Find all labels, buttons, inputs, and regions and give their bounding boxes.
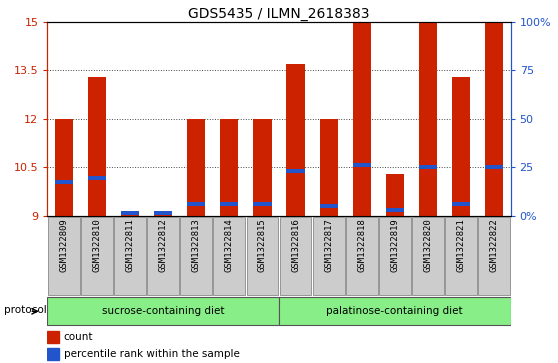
Bar	[485, 22, 503, 216]
Text: GSM1322814: GSM1322814	[225, 219, 234, 272]
FancyBboxPatch shape	[379, 217, 411, 295]
Bar	[353, 22, 371, 216]
Text: GSM1322812: GSM1322812	[158, 219, 168, 272]
FancyBboxPatch shape	[247, 217, 278, 295]
Text: GSM1322819: GSM1322819	[390, 219, 400, 272]
Bar	[386, 208, 404, 212]
Bar	[154, 212, 172, 216]
Bar	[353, 163, 371, 167]
Bar	[187, 202, 205, 205]
Text: percentile rank within the sample: percentile rank within the sample	[64, 349, 239, 359]
Bar	[452, 202, 470, 205]
FancyBboxPatch shape	[478, 217, 510, 295]
FancyBboxPatch shape	[279, 297, 511, 325]
FancyBboxPatch shape	[214, 217, 246, 295]
Text: sucrose-containing diet: sucrose-containing diet	[102, 306, 224, 316]
Bar	[55, 180, 73, 184]
Text: GSM1322818: GSM1322818	[357, 219, 366, 272]
Title: GDS5435 / ILMN_2618383: GDS5435 / ILMN_2618383	[188, 7, 370, 21]
Bar	[286, 170, 305, 173]
Text: GSM1322817: GSM1322817	[324, 219, 333, 272]
Text: GSM1322809: GSM1322809	[60, 219, 69, 272]
Text: GSM1322810: GSM1322810	[93, 219, 102, 272]
Text: GSM1322811: GSM1322811	[126, 219, 134, 272]
FancyBboxPatch shape	[48, 217, 80, 295]
FancyBboxPatch shape	[412, 217, 444, 295]
Bar	[418, 22, 437, 216]
Text: GSM1322816: GSM1322816	[291, 219, 300, 272]
Text: GSM1322815: GSM1322815	[258, 219, 267, 272]
Bar	[88, 77, 106, 216]
Bar	[121, 212, 140, 216]
Bar	[386, 174, 404, 216]
Bar	[320, 204, 338, 208]
Bar	[452, 77, 470, 216]
Text: GSM1322813: GSM1322813	[192, 219, 201, 272]
FancyBboxPatch shape	[180, 217, 212, 295]
Bar	[220, 119, 238, 216]
Bar	[485, 165, 503, 169]
FancyBboxPatch shape	[346, 217, 378, 295]
Text: count: count	[64, 332, 93, 342]
Bar	[55, 119, 73, 216]
Bar	[47, 331, 59, 343]
Text: protocol: protocol	[4, 305, 46, 315]
Text: GSM1322821: GSM1322821	[456, 219, 465, 272]
FancyBboxPatch shape	[312, 217, 344, 295]
Bar	[253, 119, 272, 216]
Bar	[320, 119, 338, 216]
Bar	[418, 165, 437, 169]
FancyBboxPatch shape	[47, 297, 279, 325]
Bar	[88, 176, 106, 180]
FancyBboxPatch shape	[147, 217, 179, 295]
Bar	[154, 211, 172, 215]
Text: GSM1322822: GSM1322822	[489, 219, 498, 272]
Bar	[47, 348, 59, 360]
Text: palatinose-containing diet: palatinose-containing diet	[326, 306, 463, 316]
FancyBboxPatch shape	[280, 217, 311, 295]
Bar	[286, 64, 305, 216]
FancyBboxPatch shape	[114, 217, 146, 295]
FancyBboxPatch shape	[445, 217, 477, 295]
Bar	[187, 119, 205, 216]
Bar	[220, 202, 238, 205]
Text: GSM1322820: GSM1322820	[424, 219, 432, 272]
Bar	[253, 202, 272, 205]
Bar	[121, 211, 140, 215]
FancyBboxPatch shape	[81, 217, 113, 295]
